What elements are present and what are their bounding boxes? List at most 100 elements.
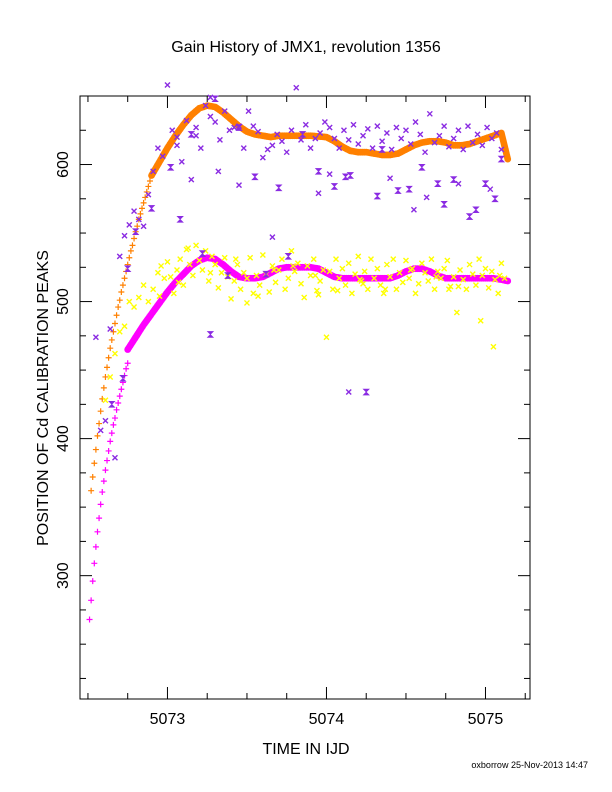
data-point-cross bbox=[417, 131, 424, 138]
data-point-cross bbox=[250, 123, 257, 130]
data-point-cross bbox=[178, 158, 185, 165]
data-point-cross bbox=[131, 208, 138, 215]
data-point-cross bbox=[479, 272, 486, 279]
data-point-cross bbox=[288, 247, 295, 254]
data-point-cross bbox=[185, 245, 192, 252]
data-point-cross bbox=[111, 454, 118, 461]
data-point-cross bbox=[264, 146, 271, 153]
chart-title: Gain History of JMX1, revolution 1356 bbox=[171, 39, 441, 56]
data-point-cross bbox=[107, 325, 114, 332]
data-point-cross bbox=[183, 117, 190, 124]
data-point-cross bbox=[304, 262, 311, 269]
data-point-cross bbox=[326, 268, 333, 275]
data-point-cross bbox=[445, 143, 452, 150]
data-point-cross bbox=[145, 191, 152, 198]
data-point-cross bbox=[170, 290, 177, 297]
data-point-plus bbox=[118, 288, 125, 295]
data-point-cross bbox=[92, 334, 99, 341]
data-point-cross bbox=[485, 284, 492, 291]
data-point-cross bbox=[102, 397, 109, 404]
data-point-plus bbox=[96, 515, 103, 522]
data-point-cross bbox=[350, 121, 357, 128]
data-point-cross bbox=[387, 273, 394, 280]
data-point-bowtie bbox=[262, 270, 270, 278]
data-point-plus bbox=[115, 304, 122, 311]
data-point-cross bbox=[431, 139, 438, 146]
data-point-cross bbox=[270, 267, 277, 274]
data-point-bowtie bbox=[497, 155, 506, 163]
data-point-cross bbox=[399, 279, 406, 286]
data-point-cross bbox=[216, 136, 223, 143]
data-point-cross bbox=[193, 124, 200, 131]
data-point-cross bbox=[196, 257, 203, 264]
data-point-bowtie bbox=[472, 206, 480, 214]
data-point-cross bbox=[234, 261, 241, 268]
data-point-cross bbox=[495, 290, 502, 297]
data-point-plus bbox=[127, 247, 134, 254]
data-point-cross bbox=[282, 286, 289, 293]
data-point-bowtie bbox=[275, 184, 283, 192]
data-point-plus bbox=[99, 489, 106, 496]
data-point-cross bbox=[428, 256, 435, 263]
data-point-cross bbox=[298, 280, 305, 287]
data-point-bowtie bbox=[434, 180, 442, 188]
data-point-cross bbox=[323, 334, 330, 341]
data-point-cross bbox=[379, 138, 386, 145]
data-point-cross bbox=[294, 260, 301, 267]
data-point-cross bbox=[463, 286, 470, 293]
data-point-plus bbox=[107, 345, 114, 352]
data-point-cross bbox=[140, 223, 147, 230]
data-point-cross bbox=[371, 275, 378, 282]
x-tick-label: 5073 bbox=[150, 711, 186, 728]
data-point-bowtie bbox=[284, 253, 293, 260]
data-point-cross bbox=[207, 113, 214, 120]
data-point-cross bbox=[290, 262, 297, 269]
data-point-cross bbox=[317, 278, 324, 285]
data-point-cross bbox=[342, 282, 349, 289]
series-0 bbox=[88, 172, 155, 494]
data-point-cross bbox=[278, 138, 285, 145]
data-point-plus bbox=[146, 177, 153, 184]
data-point-bowtie bbox=[465, 213, 474, 220]
data-point-cross bbox=[412, 119, 419, 126]
data-point-plus bbox=[121, 275, 128, 282]
data-point-plus bbox=[124, 360, 131, 367]
data-point-plus bbox=[110, 421, 117, 428]
data-point-cross bbox=[498, 146, 505, 153]
data-point-plus bbox=[111, 415, 118, 422]
data-point-cross bbox=[423, 194, 430, 201]
data-point-cross bbox=[135, 216, 142, 223]
data-point-plus bbox=[116, 393, 123, 400]
data-point-cross bbox=[488, 135, 495, 142]
data-point-plus bbox=[139, 205, 146, 212]
data-point-plus bbox=[123, 365, 130, 372]
data-point-cross bbox=[479, 142, 486, 149]
data-point-cross bbox=[406, 275, 413, 282]
data-point-cross bbox=[402, 257, 409, 264]
data-point-bowtie bbox=[491, 195, 499, 203]
data-point-cross bbox=[159, 153, 166, 160]
data-point-cross bbox=[444, 257, 451, 264]
data-point-plus bbox=[86, 616, 93, 623]
data-point-cross bbox=[390, 256, 397, 263]
data-point-cross bbox=[221, 108, 228, 115]
data-point-cross bbox=[469, 271, 476, 278]
data-point-plus bbox=[97, 408, 104, 415]
data-point-cross bbox=[457, 267, 464, 274]
data-point-cross bbox=[360, 280, 367, 287]
data-point-cross bbox=[236, 182, 243, 189]
data-point-cross bbox=[433, 273, 440, 280]
data-point-cross bbox=[269, 234, 276, 241]
data-point-plus bbox=[142, 194, 149, 201]
data-point-cross bbox=[212, 261, 219, 268]
data-point-cross bbox=[377, 282, 384, 289]
data-point-cross bbox=[407, 140, 414, 147]
y-tick-label: 600 bbox=[55, 151, 72, 178]
data-point-cross bbox=[188, 176, 195, 183]
data-point-cross bbox=[121, 323, 128, 330]
data-point-bowtie bbox=[314, 168, 323, 175]
data-point-cross bbox=[212, 119, 219, 126]
data-point-cross bbox=[240, 145, 247, 152]
data-point-plus bbox=[110, 328, 117, 335]
data-point-plus bbox=[88, 487, 95, 494]
